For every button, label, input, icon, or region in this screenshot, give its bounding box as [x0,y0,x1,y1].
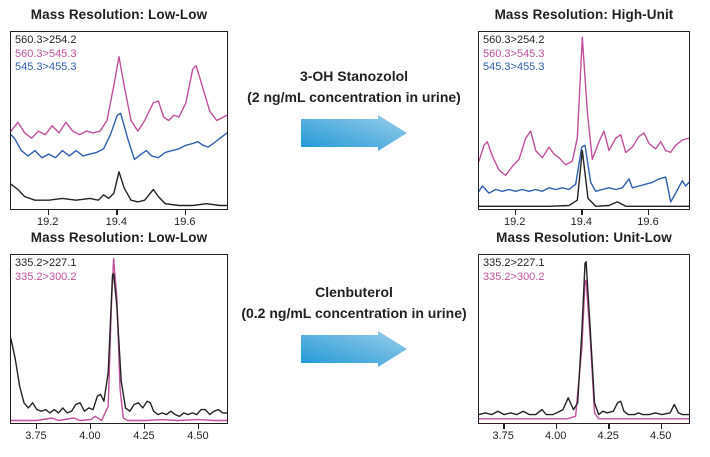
x-tick [608,424,610,429]
panel-title: Mass Resolution: Low-Low [30,230,208,245]
x-tick [184,210,187,215]
panel-title: Mass Resolution: Low-Low [30,7,208,22]
legend-item: 545.3>455.3 [483,61,545,73]
plot-area: 335.2>227.1 335.2>300.2 [478,254,690,424]
x-tick [555,424,558,429]
chromatogram-svg [479,260,689,420]
compound-name: 3-OH Stanozolol [299,68,409,84]
annotation-stanozolol: 3-OH Stanozolol (2 ng/mL concentration i… [242,66,466,151]
chromatogram-svg [11,56,227,207]
panel-clenbuterol-low-low: Mass Resolution: Low-Low 335.2>227.1 335.… [10,227,228,450]
x-tick [581,210,583,215]
x-tick-label: 4.50 [649,430,672,442]
plot-area: 560.3>254.2 560.3>545.3 545.3>455.3 [478,31,690,210]
compound-concentration: (0.2 ng/mL concentration in urine) [241,305,467,321]
x-tick [47,210,50,215]
x-tick-label: 19.4 [105,216,127,228]
legend: 560.3>254.2 560.3>545.3 545.3>455.3 [483,34,544,75]
legend-item: 560.3>545.3 [483,47,545,60]
legend-item: 335.2>300.2 [15,270,77,283]
x-tick-label: 4.25 [133,430,155,442]
trace-545.3>455.3 [479,144,689,203]
x-tick-label: 19.2 [503,216,526,228]
compound-name: Clenbuterol [315,284,393,300]
trace-335.2>227.1 [479,260,689,416]
panel-stanozolol-high-unit: Mass Resolution: High-Unit 560.3>254.2 56… [478,4,690,236]
legend: 560.3>254.2 560.3>545.3 545.3>455.3 [15,34,76,75]
right-arrow-icon [301,115,407,151]
trace-335.2>300.2 [479,279,689,420]
x-tick [197,424,200,429]
x-tick-label: 4.50 [187,430,209,442]
legend-item: 560.3>254.2 [15,34,77,46]
compound-concentration: (2 ng/mL concentration in urine) [247,89,461,105]
x-tick-label: 3.75 [25,430,47,442]
plot-area: 560.3>254.2 560.3>545.3 545.3>455.3 [10,31,228,210]
x-axis: 19.2 19.4 19.6 [478,210,690,236]
annotation-clenbuterol: Clenbuterol (0.2 ng/mL concentration in … [241,282,467,367]
legend-item: 560.3>545.3 [15,47,77,60]
trace-545.3>455.3 [11,112,227,161]
trace-335.2>227.1 [11,272,227,418]
x-tick-label: 4.25 [597,430,619,442]
trace-560.3>545.3 [11,56,227,139]
plot-area: 335.2>227.1 335.2>300.2 [10,254,228,424]
x-tick-label: 19.2 [36,216,59,228]
legend-item: 335.2>227.1 [483,257,545,269]
legend-item: 545.3>455.3 [15,61,77,73]
x-tick [514,210,517,215]
legend-item: 335.2>227.1 [15,257,77,269]
legend-item: 335.2>300.2 [483,270,545,283]
x-tick-label: 4.00 [79,430,101,442]
chromatogram-svg [11,257,227,422]
x-axis: 3.75 4.00 4.25 4.50 [478,424,690,450]
panel-stanozolol-low-low: Mass Resolution: Low-Low 560.3>254.2 560.… [10,4,228,236]
x-axis: 3.75 4.00 4.25 4.50 [10,424,228,450]
x-axis: 19.2 19.4 19.6 [10,210,228,236]
x-tick [89,424,92,429]
x-tick-label: 4.00 [544,430,567,442]
x-tick [660,424,663,429]
panel-clenbuterol-unit-low: Mass Resolution: Unit-Low 335.2>227.1 335… [478,227,690,450]
trace-560.3>254.2 [479,149,689,208]
x-tick [648,210,650,215]
x-tick [116,210,118,215]
x-tick-label: 19.6 [174,216,196,228]
x-tick-label: 3.75 [492,430,514,442]
x-tick [143,424,146,429]
legend: 335.2>227.1 335.2>300.2 [15,257,76,284]
panel-title: Mass Resolution: High-Unit [494,7,674,22]
legend-item: 560.3>254.2 [483,34,545,46]
x-tick-label: 19.6 [637,216,659,228]
x-tick [503,424,505,429]
legend: 335.2>227.1 335.2>300.2 [483,257,544,284]
right-arrow-icon [301,331,407,367]
chromatogram-svg [479,36,689,208]
trace-560.3>545.3 [479,36,689,177]
panel-title: Mass Resolution: Unit-Low [496,230,672,245]
x-tick-label: 19.4 [570,216,593,228]
trace-560.3>254.2 [11,171,227,207]
x-tick [35,424,38,429]
